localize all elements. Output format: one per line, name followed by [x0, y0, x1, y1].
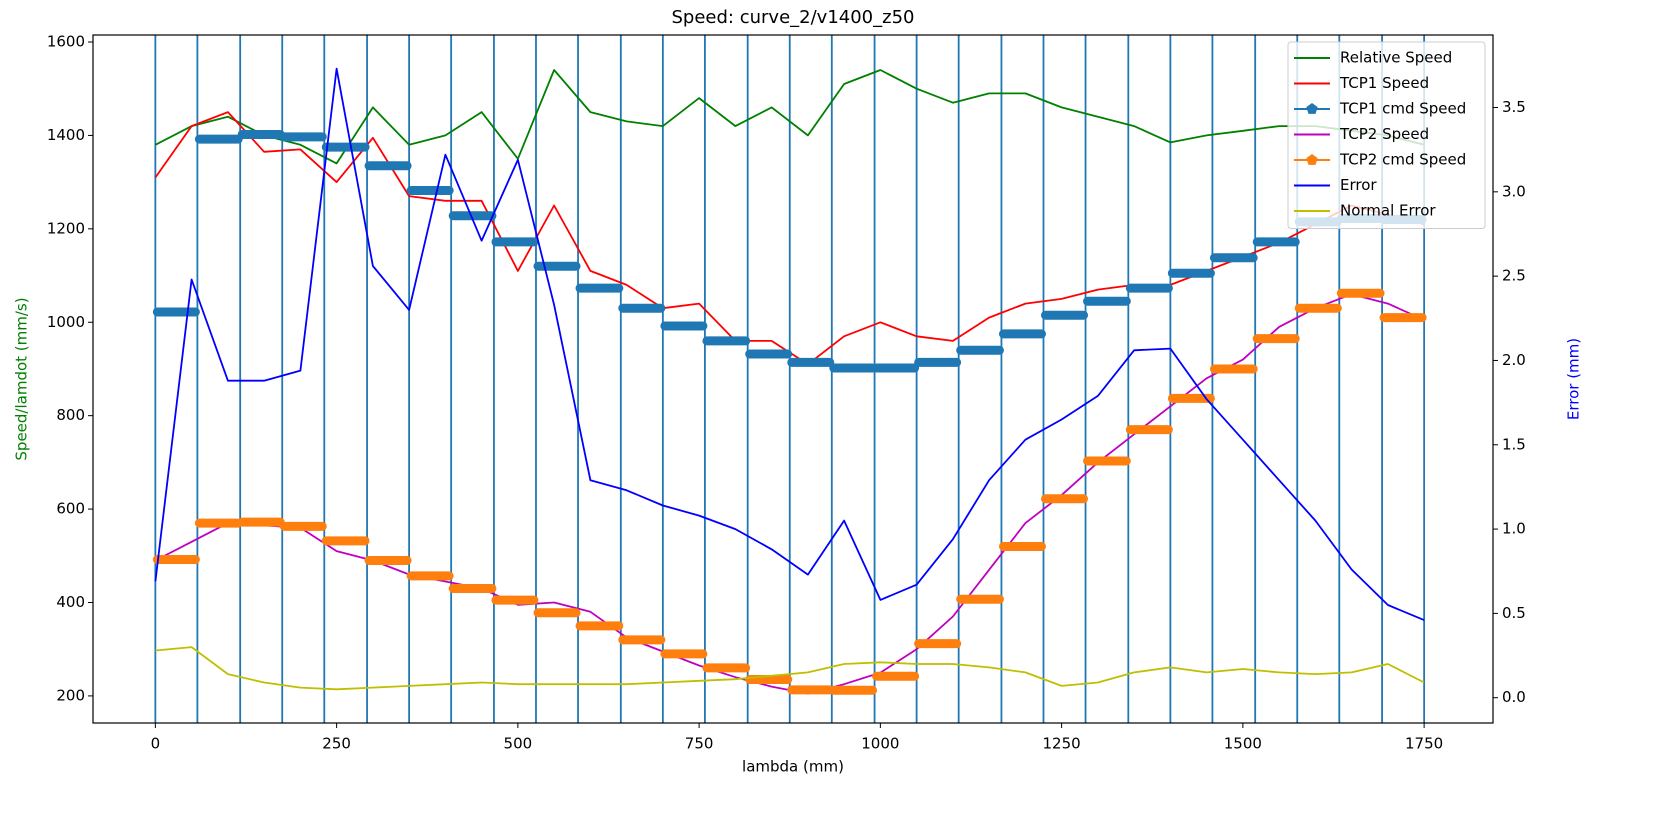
x-tick-label: 500	[504, 735, 533, 753]
plot-area	[152, 35, 1427, 723]
y-tick-label: 600	[56, 500, 85, 518]
series-line	[155, 646, 1425, 691]
legend-marker	[1306, 103, 1318, 114]
y-tick-label: 1400	[47, 126, 85, 144]
chart-title: Speed: curve_2/v1400_z50	[672, 7, 915, 28]
legend-label: TCP2 Speed	[1339, 125, 1429, 143]
y-tick-label: 200	[56, 686, 85, 704]
legend-label: Error	[1340, 176, 1377, 194]
y2-tick-label: 2.5	[1502, 267, 1526, 285]
legend-label: TCP2 cmd Speed	[1339, 151, 1466, 169]
y-tick-label: 1000	[47, 313, 85, 331]
series-line	[154, 69, 1425, 165]
series-line	[154, 67, 1425, 621]
y2-tick-label: 3.5	[1502, 98, 1526, 116]
x-tick-label: 1500	[1224, 735, 1262, 753]
y-axis-label: Speed/lamdot (mm/s)	[13, 297, 31, 460]
x-tick-label: 750	[685, 735, 714, 753]
x-tick-label: 250	[322, 735, 351, 753]
x-tick-label: 0	[151, 735, 161, 753]
legend: Relative Speed TCP1 Speed TCP1 cmd Speed TC…	[1287, 41, 1486, 229]
legend-label: Normal Error	[1340, 202, 1436, 220]
x-tick-label: 1250	[1043, 735, 1081, 753]
y2-tick-label: 0.0	[1502, 688, 1526, 706]
x-tick-label: 1000	[861, 735, 899, 753]
x-axis-label: lambda (mm)	[742, 758, 844, 776]
y2-tick-label: 2.0	[1502, 351, 1526, 369]
legend-box	[1287, 41, 1486, 229]
y2-tick-label: 1.0	[1502, 520, 1526, 538]
legend-marker	[1306, 154, 1318, 165]
y-tick-label: 400	[56, 593, 85, 611]
x-tick-label: 1750	[1405, 735, 1443, 753]
plot-frame	[92, 34, 1494, 724]
y2-axis-label: Error (mm)	[1565, 338, 1583, 420]
y-tick-label: 1600	[47, 33, 85, 51]
y-tick-label: 1200	[47, 219, 85, 237]
y2-tick-label: 1.5	[1502, 435, 1526, 453]
y2-tick-label: 0.5	[1502, 604, 1526, 622]
y-tick-label: 800	[56, 406, 85, 424]
legend-label: TCP1 cmd Speed	[1339, 100, 1466, 118]
legend-label: Relative Speed	[1340, 49, 1452, 67]
legend-label: TCP1 Speed	[1339, 74, 1429, 92]
y2-tick-label: 3.0	[1502, 182, 1526, 200]
